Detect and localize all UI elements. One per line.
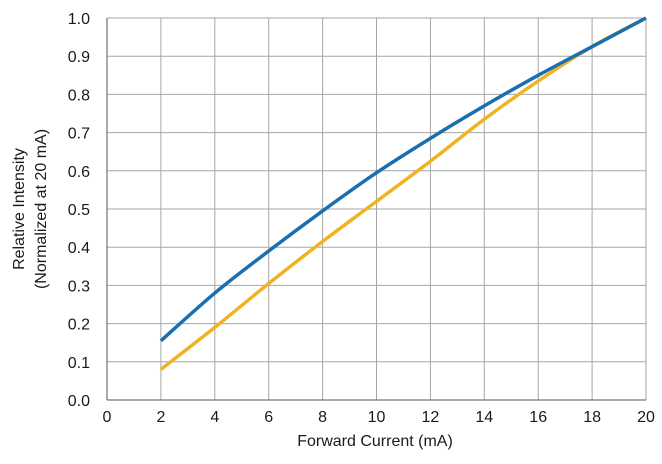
y-tick-label: 0.5	[68, 202, 90, 219]
y-tick-label: 0.6	[68, 164, 90, 181]
x-tick-label: 0	[103, 409, 112, 426]
y-tick-label: 0.0	[68, 393, 90, 410]
y-tick-label: 0.4	[68, 240, 90, 257]
x-tick-label: 12	[422, 409, 440, 426]
y-tick-label: 0.8	[68, 87, 90, 104]
series-lines	[159, 16, 647, 371]
y-tick-label: 0.9	[68, 49, 90, 66]
y-tick-label: 0.7	[68, 126, 90, 143]
x-tick-label: 16	[529, 409, 547, 426]
x-tick-label: 6	[264, 409, 273, 426]
x-tick-label: 2	[156, 409, 165, 426]
y-tick-label: 0.2	[68, 317, 90, 334]
x-axis-label: Forward Current (mA)	[297, 433, 453, 450]
x-tick-label: 14	[475, 409, 493, 426]
axis-labels: Forward Current (mA) Relative Intensity …	[11, 129, 453, 450]
y-tick-label: 1.0	[68, 11, 90, 28]
y-tick-label: 0.1	[68, 355, 90, 372]
x-tick-label: 18	[583, 409, 601, 426]
axes: 0 2 4 6 8 10 12 14 16 18 20 0.0 0.1 0.2 0.3 0.4 0.5 0.6 0.…	[68, 11, 655, 426]
y-axis-label-line-1: Relative Intensity	[11, 148, 28, 270]
y-axis-label-line-2: (Normalized at 20 mA)	[33, 129, 50, 289]
series-line-yellow	[159, 16, 647, 371]
y-tick-label: 0.3	[68, 278, 90, 295]
x-tick-label: 4	[210, 409, 219, 426]
grid	[106, 17, 647, 401]
x-tick-label: 8	[318, 409, 327, 426]
series-line-blue	[159, 16, 647, 343]
x-tick-label: 10	[368, 409, 386, 426]
x-tick-label: 20	[637, 409, 655, 426]
